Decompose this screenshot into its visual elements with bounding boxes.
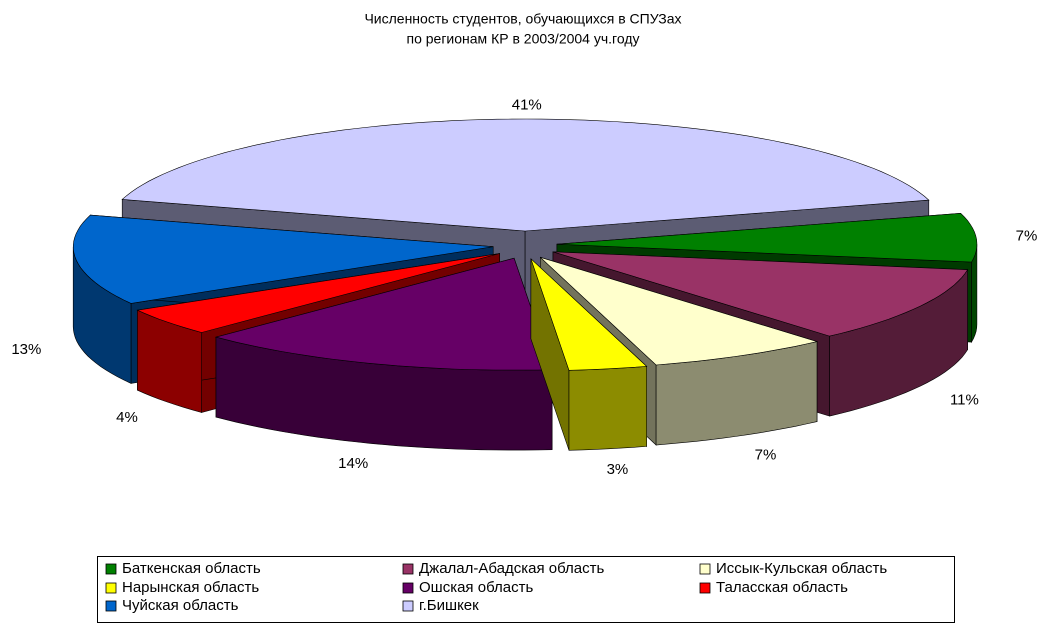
data-label: 14% xyxy=(338,455,368,472)
slice xyxy=(552,251,969,337)
slice xyxy=(73,214,494,304)
legend-label: Ошская область xyxy=(419,579,533,596)
legend-swatch xyxy=(105,563,117,575)
legend-swatch xyxy=(699,582,711,594)
chart-subtitle: по регионам КР в 2003/2004 уч.году xyxy=(407,31,640,47)
data-label: 7% xyxy=(1016,228,1038,245)
slice-wall xyxy=(568,366,647,451)
slice xyxy=(121,118,930,232)
slice xyxy=(530,258,648,371)
legend-swatch xyxy=(402,582,414,594)
legend-swatch xyxy=(105,600,117,612)
legend-label: Чуйская область xyxy=(122,597,239,614)
legend-swatch xyxy=(402,563,414,575)
chart-title: Численность студентов, обучающихся в СПУ… xyxy=(364,11,681,27)
legend-swatch xyxy=(402,600,414,612)
legend-box xyxy=(97,556,955,623)
legend-label: Баткенская область xyxy=(122,560,261,577)
slice xyxy=(540,257,819,366)
legend-label: Таласская область xyxy=(716,579,848,596)
data-label: 3% xyxy=(607,461,629,478)
legend-label: Нарынская область xyxy=(122,579,259,596)
slice xyxy=(136,253,500,333)
data-label: 11% xyxy=(950,392,979,409)
slice xyxy=(214,257,553,371)
legend-label: Иссык-Кульская область xyxy=(716,560,887,577)
data-label: 41% xyxy=(512,97,542,114)
legend-label: Джалал-Абадская область xyxy=(419,560,604,577)
legend-label: г.Бишкек xyxy=(419,597,479,614)
legend-swatch xyxy=(699,563,711,575)
slice xyxy=(556,212,978,263)
legend-swatch xyxy=(105,582,117,594)
data-label: 7% xyxy=(755,446,777,463)
data-label: 13% xyxy=(11,341,41,358)
data-label: 4% xyxy=(116,409,138,426)
